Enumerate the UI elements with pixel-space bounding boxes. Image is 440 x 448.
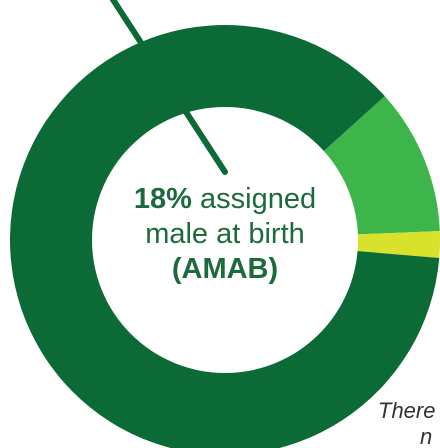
label-line: male at birth [145,218,305,250]
label-line: (AMAB) [172,253,278,285]
note: There [378,398,435,423]
donut-hole [92,107,358,373]
note: n [420,424,432,448]
leader-line [109,0,228,175]
label-line: assigned [200,183,316,215]
center-label: 18% assigned [134,183,316,215]
highlight: 18% [134,183,192,215]
